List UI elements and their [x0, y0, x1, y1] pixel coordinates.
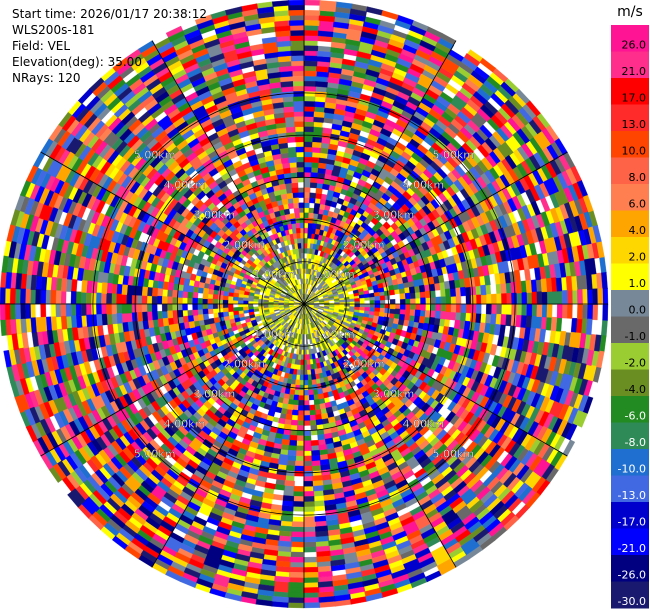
colorbar-tick-label: 0.0: [629, 304, 647, 317]
elevation-line: Elevation(deg): 35.00: [12, 54, 142, 71]
colorbar-swatch: [611, 263, 649, 291]
range-ring-label: 2.00km: [343, 358, 385, 371]
colorbar-tick-label: -1.0: [625, 330, 646, 343]
azimuth-line: [303, 303, 457, 568]
colorbar-swatch: [611, 210, 649, 238]
colorbar-swatch: [611, 290, 649, 317]
colorbar-swatch: [611, 369, 649, 397]
colorbar-swatch: [611, 396, 649, 423]
nrays-line: NRays: 120: [12, 70, 81, 87]
colorbar-swatch: [611, 78, 649, 105]
nrays-value: 120: [57, 71, 81, 85]
range-ring-label: 4.00km: [164, 417, 206, 430]
range-ring-label: 2.00km: [223, 238, 265, 251]
range-ring-label: 4.00km: [164, 179, 206, 192]
azimuth-line: [303, 303, 568, 457]
colorbar-tick-label: -21.0: [618, 542, 646, 555]
elevation-value: 35.00: [107, 55, 142, 69]
azimuth-line: [303, 40, 457, 305]
polar-grid: [0, 0, 608, 608]
range-ring-label: 1.00km: [313, 268, 355, 281]
range-ring-label: 4.00km: [403, 417, 445, 430]
colorbar-tick-label: 8.0: [629, 171, 647, 184]
colorbar-swatch: [611, 422, 649, 450]
range-ring-label: 5.00km: [432, 447, 474, 460]
field-label: Field:: [12, 39, 44, 53]
range-ring-label: 1.00km: [253, 268, 295, 281]
nrays-label: NRays:: [12, 71, 54, 85]
elevation-label: Elevation(deg):: [12, 55, 104, 69]
range-ring-label: 2.00km: [343, 238, 385, 251]
colorbar-tick-label: -10.0: [618, 463, 646, 476]
range-ring-label: 3.00km: [373, 208, 415, 221]
azimuth-line: [151, 303, 305, 568]
colorbar-swatch: [611, 502, 649, 529]
colorbar-tick-label: -26.0: [618, 569, 646, 582]
colorbar-tick-label: 2.0: [629, 251, 647, 264]
colorbar-unit-label: m/s: [617, 4, 643, 20]
colorbar-swatch: [611, 316, 649, 344]
instrument-value: WLS200s-181: [12, 23, 95, 37]
range-ring-labels: 1.00km 1.00km 1.00km 1.00km 2.00km 2.00km 2.00…: [134, 149, 474, 461]
colorbar-swatch: [611, 131, 649, 158]
colorbar-swatch: [611, 104, 649, 132]
range-ring-label: 5.00km: [134, 149, 176, 162]
colorbar-swatch: [611, 581, 649, 609]
colorbar-swatch: [611, 184, 649, 211]
colorbar-tick-label: 10.0: [622, 145, 647, 158]
colorbar-swatch: [611, 475, 649, 503]
instrument-line: WLS200s-181: [12, 22, 95, 39]
range-ring-label: 1.00km: [313, 328, 355, 341]
range-ring-label: 2.00km: [223, 358, 265, 371]
colorbar-tick-label: 1.0: [629, 277, 647, 290]
colorbar-tick-label: 21.0: [622, 65, 647, 78]
azimuth-line: [40, 151, 305, 305]
range-ring-label: 3.00km: [373, 388, 415, 401]
field-value: VEL: [47, 39, 71, 53]
colorbar-swatch: [611, 449, 649, 476]
colorbar-tick-label: -2.0: [625, 357, 646, 370]
start-time-label: Start time:: [12, 7, 77, 21]
colorbar-tick-label: 13.0: [622, 118, 647, 131]
start-time-line: Start time: 2026/01/17 20:38:12: [12, 6, 207, 23]
colorbar-tick-label: 17.0: [622, 92, 647, 105]
colorbar-tick-label: -8.0: [625, 436, 646, 449]
azimuth-line: [40, 303, 305, 457]
azimuth-line: [151, 40, 305, 305]
range-ring-label: 1.00km: [253, 328, 295, 341]
field-line: Field: VEL: [12, 38, 70, 55]
start-time-value: 2026/01/17 20:38:12: [80, 7, 207, 21]
colorbar-swatch: [611, 25, 649, 52]
range-ring-label: 4.00km: [403, 179, 445, 192]
colorbar-swatch: [611, 343, 649, 370]
colorbar-tick-label: -13.0: [618, 489, 646, 502]
range-ring-label: 3.00km: [194, 208, 236, 221]
gate-color-group: [15, 24, 602, 609]
colorbar-swatch: [611, 555, 649, 582]
range-ring-label: 5.00km: [432, 149, 474, 162]
range-ring-label: 5.00km: [134, 447, 176, 460]
colorbar-tick-label: -30.0: [618, 595, 646, 608]
colorbar-swatch: [611, 237, 649, 264]
colorbar-tick-label: 4.0: [629, 224, 647, 237]
range-ring-label: 3.00km: [194, 388, 236, 401]
azimuth-line: [303, 151, 568, 305]
colorbar-tick-label: -4.0: [625, 383, 646, 396]
colorbar: m/s 26.0 21.0 17.0 13.0 10.0 8.0 6.0 4.0 2.0 1.0 0.…: [611, 4, 649, 609]
colorbar-tick-label: 6.0: [629, 198, 647, 211]
colorbar-swatch: [611, 157, 649, 185]
colorbar-tick-label: -6.0: [625, 410, 646, 423]
colorbar-tick-label: -17.0: [618, 516, 646, 529]
colorbar-swatch: [611, 51, 649, 79]
colorbar-swatch: [611, 528, 649, 556]
colorbar-tick-label: 26.0: [622, 39, 647, 52]
